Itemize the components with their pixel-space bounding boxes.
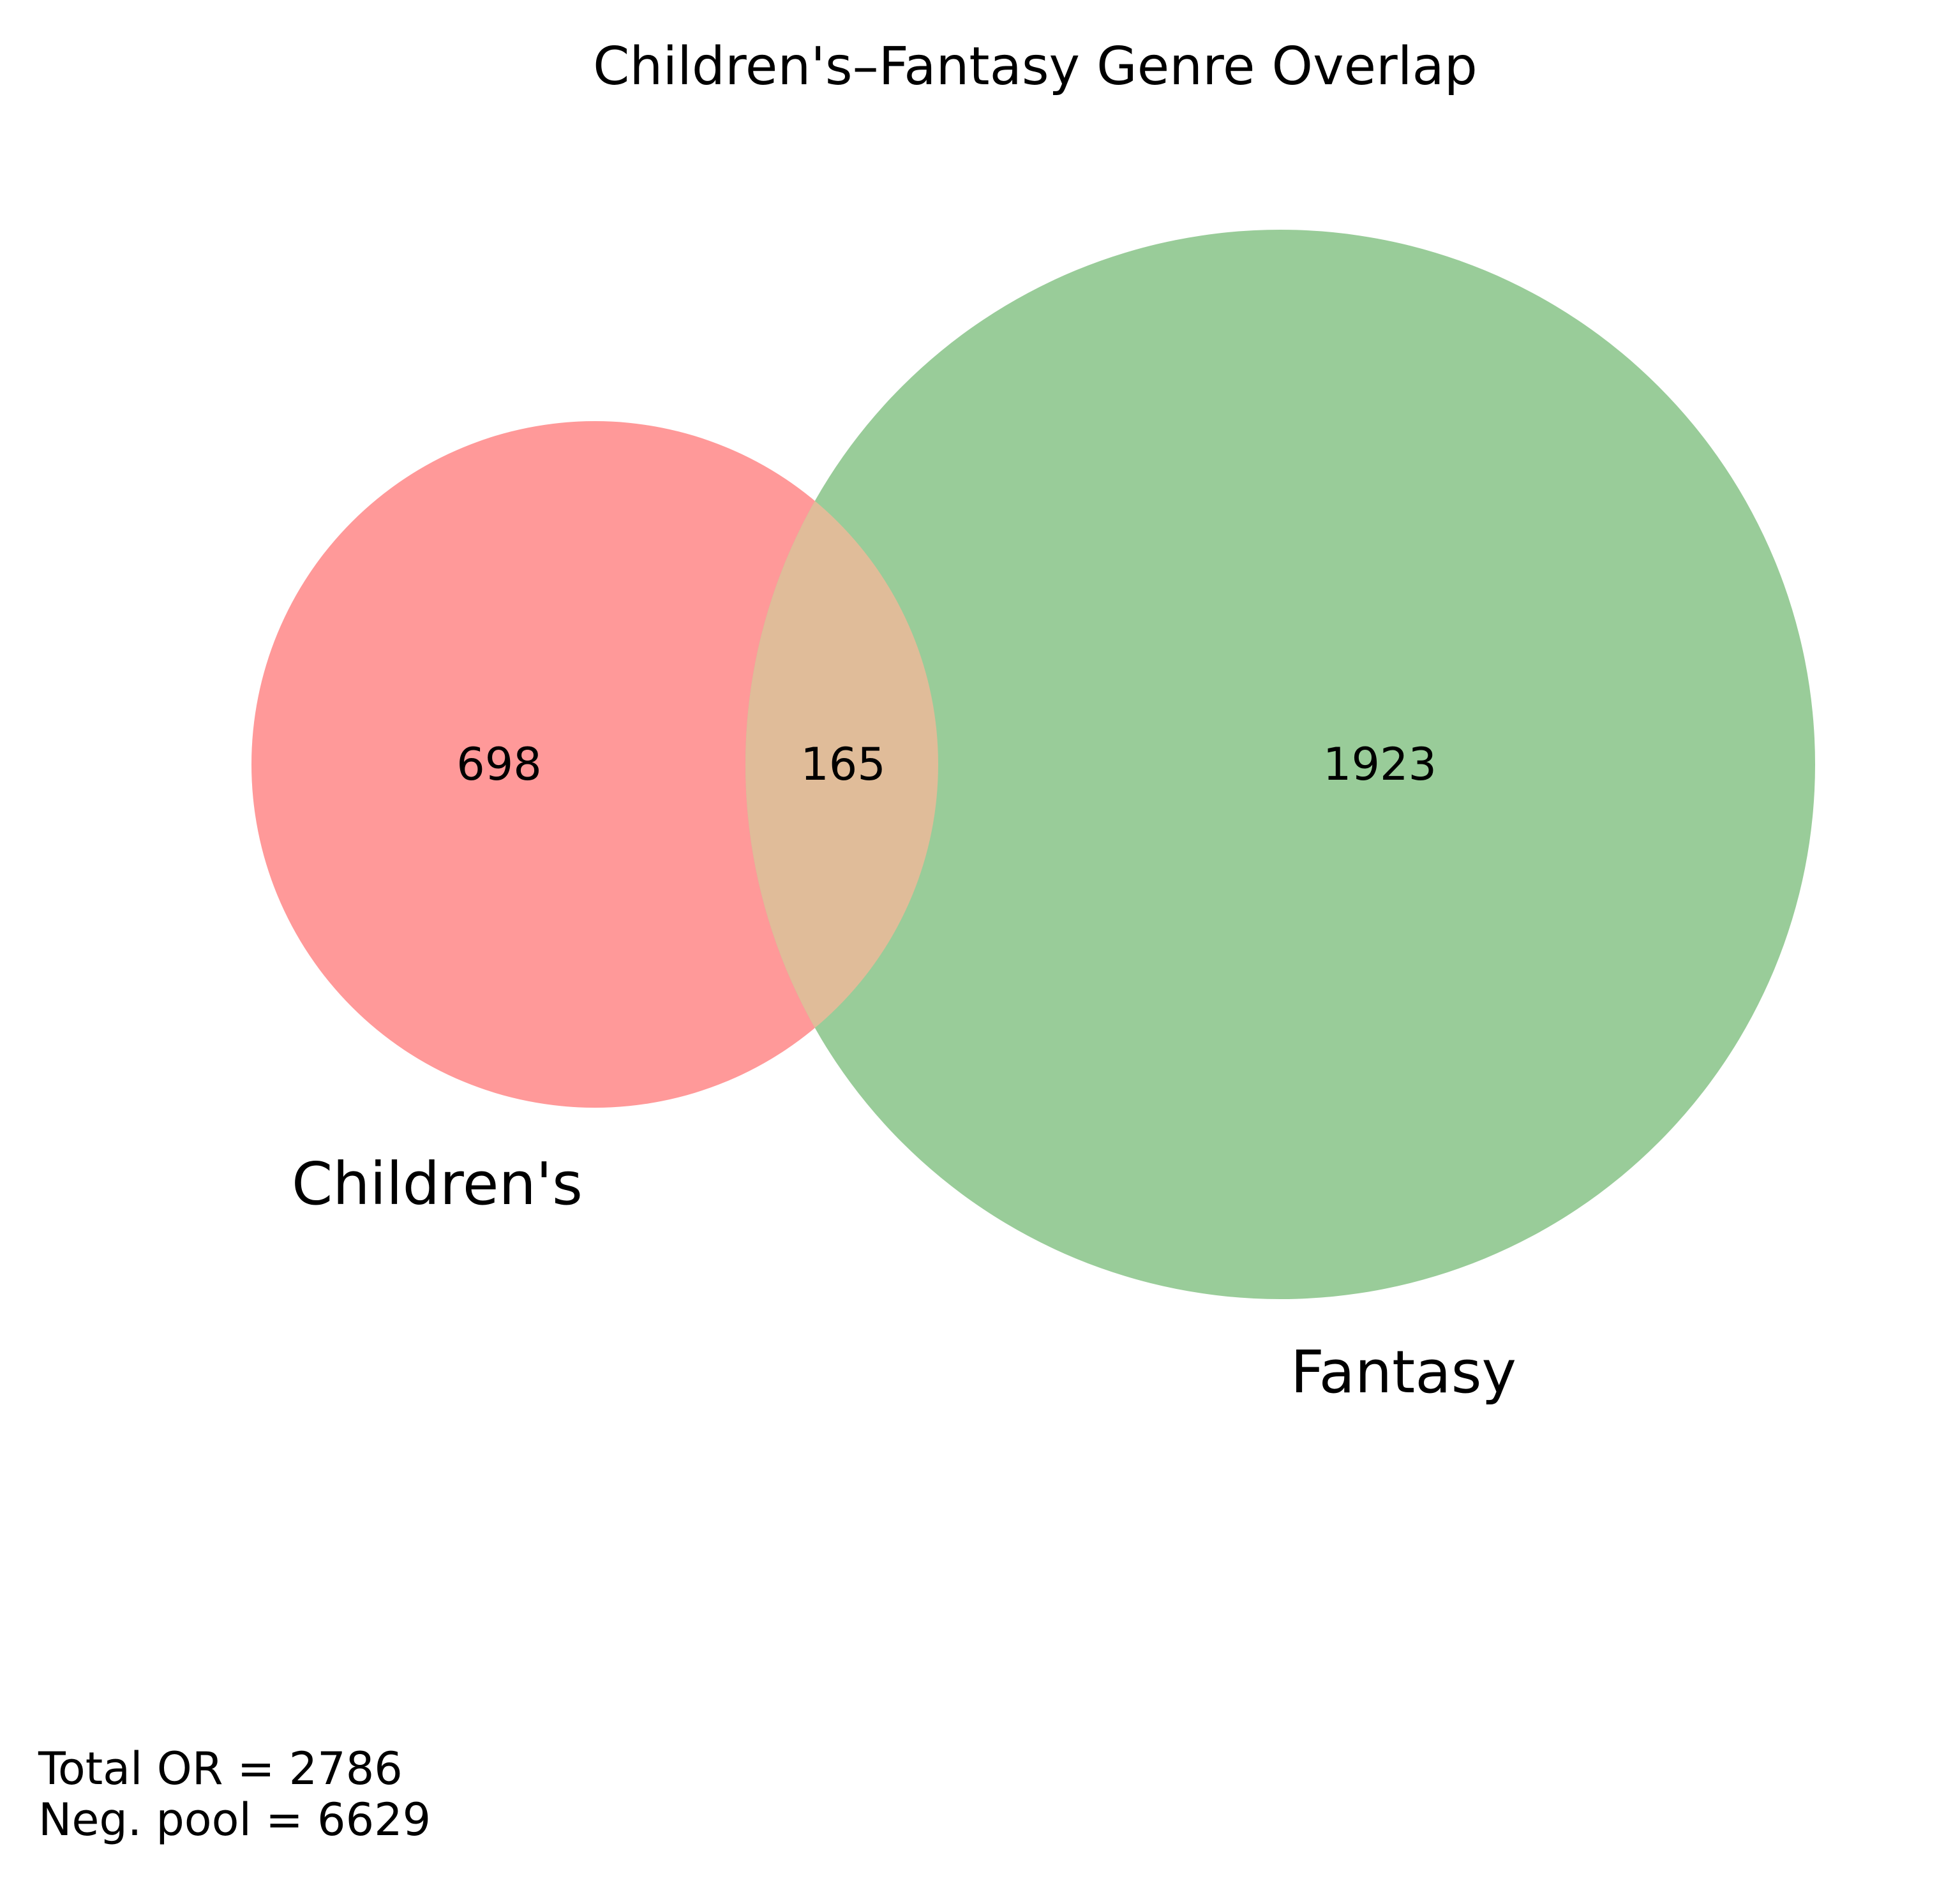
childrens-set-label: Children's	[292, 1150, 583, 1218]
summary-stats: Total OR = 2786 Neg. pool = 6629	[38, 1743, 431, 1845]
neg-pool-text: Neg. pool = 6629	[38, 1794, 431, 1846]
fantasy-set-circle	[745, 230, 1815, 1299]
fantasy-set-label: Fantasy	[1290, 1338, 1516, 1406]
chart-title: Children's–Fantasy Genre Overlap	[593, 36, 1477, 97]
intersection-count: 165	[800, 738, 886, 791]
childrens-set-circle	[251, 421, 938, 1108]
total-or-text: Total OR = 2786	[38, 1743, 403, 1795]
childrens-only-count: 698	[456, 738, 542, 791]
fantasy-only-count: 1923	[1323, 738, 1437, 791]
